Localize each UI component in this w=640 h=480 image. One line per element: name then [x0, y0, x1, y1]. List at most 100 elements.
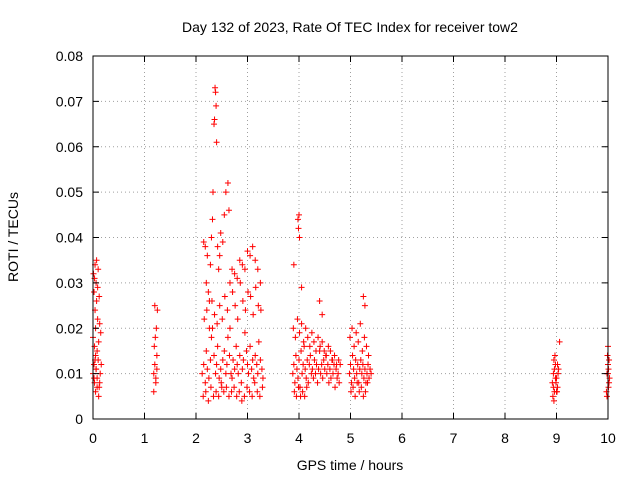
data-point	[554, 361, 561, 368]
data-point	[365, 361, 372, 368]
data-point	[255, 338, 262, 345]
data-point	[151, 343, 158, 350]
data-point	[218, 379, 225, 386]
data-point	[329, 357, 336, 364]
data-point	[225, 207, 232, 214]
data-point	[351, 343, 358, 350]
data-point	[214, 243, 221, 250]
y-tick-label: 0.03	[56, 275, 83, 291]
data-point	[299, 370, 306, 377]
data-point	[231, 270, 238, 277]
data-point	[258, 366, 265, 373]
y-tick-label: 0.08	[56, 48, 83, 64]
data-point	[333, 361, 340, 368]
data-point	[310, 338, 317, 345]
data-point	[367, 366, 374, 373]
data-point	[605, 384, 612, 391]
data-point	[217, 366, 224, 373]
x-tick-label: 4	[295, 430, 303, 446]
data-point	[233, 393, 240, 400]
y-tick-label: 0.04	[56, 230, 83, 246]
data-point	[151, 361, 158, 368]
data-point	[229, 288, 236, 295]
data-point	[206, 298, 213, 305]
data-point	[348, 379, 355, 386]
data-point	[290, 361, 297, 368]
data-point	[553, 388, 560, 395]
data-point	[321, 366, 328, 373]
data-point	[207, 261, 214, 268]
data-point	[152, 375, 159, 382]
data-point	[254, 370, 261, 377]
data-point	[361, 334, 368, 341]
data-point	[201, 316, 208, 323]
x-tick-label: 5	[347, 430, 355, 446]
data-point	[306, 343, 313, 350]
data-point	[220, 388, 227, 395]
data-point	[213, 102, 220, 109]
data-point	[200, 361, 207, 368]
data-point	[237, 279, 244, 286]
data-point	[292, 334, 299, 341]
x-tick-label: 0	[89, 430, 97, 446]
data-point	[93, 257, 100, 264]
data-point	[96, 293, 103, 300]
data-point	[214, 343, 221, 350]
data-point	[202, 243, 209, 250]
data-point	[358, 370, 365, 377]
data-point	[94, 284, 101, 291]
data-point	[350, 366, 357, 373]
data-point	[294, 216, 301, 223]
data-point	[347, 361, 354, 368]
data-point	[239, 366, 246, 373]
data-point	[95, 338, 102, 345]
data-point	[327, 347, 334, 354]
data-point	[200, 393, 207, 400]
data-point	[231, 366, 238, 373]
data-point	[309, 366, 316, 373]
data-point	[214, 320, 221, 327]
data-point	[93, 366, 100, 373]
data-point	[550, 384, 557, 391]
data-point	[249, 393, 256, 400]
data-point	[291, 379, 298, 386]
data-point	[356, 366, 363, 373]
data-point	[304, 357, 311, 364]
data-point	[334, 375, 341, 382]
data-point	[354, 361, 361, 368]
data-point	[224, 334, 231, 341]
data-point	[92, 388, 99, 395]
data-point	[212, 84, 219, 91]
data-point	[348, 388, 355, 395]
data-point	[252, 352, 259, 359]
data-point	[550, 397, 557, 404]
data-point	[555, 370, 562, 377]
x-tick-label: 9	[553, 430, 561, 446]
data-point	[216, 375, 223, 382]
data-point	[605, 366, 612, 373]
data-point	[319, 311, 326, 318]
data-point	[356, 388, 363, 395]
data-point	[289, 370, 296, 377]
data-point	[606, 357, 613, 364]
data-point	[551, 352, 558, 359]
data-point	[206, 325, 213, 332]
data-point	[323, 352, 330, 359]
data-point	[211, 352, 218, 359]
data-point	[364, 379, 371, 386]
data-point	[350, 384, 357, 391]
data-point	[604, 352, 611, 359]
data-point	[244, 248, 251, 255]
data-point	[318, 361, 325, 368]
data-point	[291, 388, 298, 395]
x-tick-label: 2	[192, 430, 200, 446]
data-point	[208, 334, 215, 341]
data-point	[209, 216, 216, 223]
data-point	[365, 352, 372, 359]
data-point	[222, 370, 229, 377]
data-point	[226, 279, 233, 286]
data-point	[335, 370, 342, 377]
data-point	[308, 329, 315, 336]
data-point	[205, 375, 212, 382]
data-point	[199, 370, 206, 377]
